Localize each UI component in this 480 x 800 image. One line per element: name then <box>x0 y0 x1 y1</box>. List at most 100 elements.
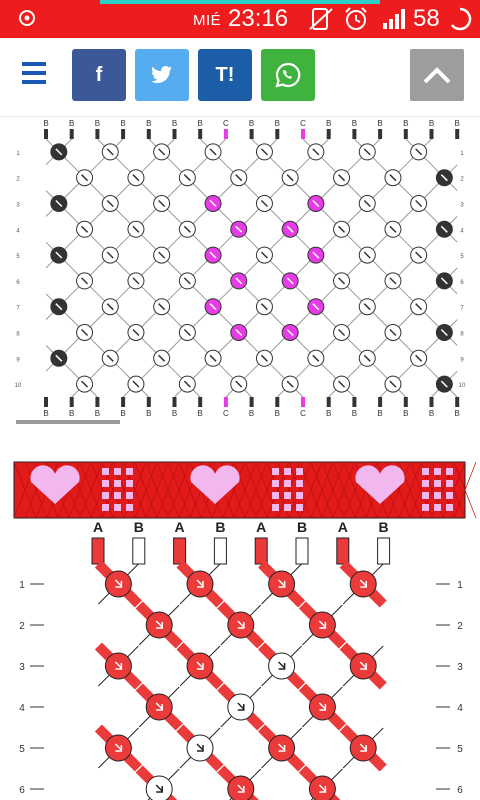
knot-arrow <box>158 354 166 362</box>
knot-arrow <box>209 251 217 259</box>
knot-arrow <box>158 251 166 259</box>
twitter-icon <box>151 66 172 84</box>
checker-dot <box>102 504 109 511</box>
twitter-share-button[interactable] <box>135 49 189 101</box>
string-label: B <box>377 119 382 128</box>
row-number: 5 <box>457 744 463 755</box>
row-number: 5 <box>16 254 20 260</box>
knot-arrow <box>55 199 63 208</box>
checker-dot <box>284 480 291 487</box>
knot-arrow <box>237 784 245 793</box>
checker-dot <box>434 480 441 487</box>
band-grid-line <box>233 461 257 519</box>
knot-arrow <box>359 743 367 752</box>
knot-arrow <box>81 225 89 233</box>
knot-arrow <box>55 148 63 156</box>
string-label: B <box>275 119 280 128</box>
checker-dot <box>272 480 279 487</box>
band-grid-line <box>310 461 334 519</box>
knot-arrow <box>286 380 294 388</box>
string-label: B <box>95 409 100 418</box>
row-number: 4 <box>19 703 25 714</box>
string-label: B <box>455 119 460 128</box>
string-label: B <box>249 409 254 418</box>
row-number: 2 <box>16 177 20 183</box>
string-label: B <box>377 409 382 418</box>
tuenti-share-button[interactable]: T! <box>198 49 252 101</box>
facebook-share-button[interactable]: f <box>72 49 126 101</box>
knot-arrow <box>114 661 123 670</box>
string-label: B <box>95 119 100 128</box>
knot-arrow <box>389 328 397 337</box>
checker-dot <box>422 492 429 499</box>
checker-dot <box>284 492 291 499</box>
string-label: B <box>69 409 74 418</box>
string-label: B <box>215 519 225 535</box>
whatsapp-share-button[interactable] <box>261 49 315 101</box>
knot-arrow <box>209 148 217 156</box>
checker-dot <box>296 504 303 511</box>
row-number: 2 <box>460 177 464 183</box>
row-number: 6 <box>460 280 464 286</box>
knot-arrow <box>158 303 166 311</box>
whatsapp-icon <box>275 62 301 88</box>
status-bar: MIÉ 23:16 58 <box>0 0 480 38</box>
string-label: B <box>134 519 144 535</box>
knot-arrow <box>440 225 448 233</box>
row-number: 1 <box>457 580 463 591</box>
knot-arrow <box>106 303 114 311</box>
checker-dot <box>422 468 429 475</box>
knot-arrow <box>106 148 114 156</box>
checker-dot <box>126 492 133 499</box>
row-number: 1 <box>16 151 20 157</box>
heart-motif <box>30 465 80 504</box>
knot-arrow <box>363 148 371 156</box>
knot-arrow <box>81 380 89 388</box>
row-number: 2 <box>457 621 463 632</box>
knot-arrow <box>158 148 166 156</box>
row-number: 6 <box>19 785 25 796</box>
knot-arrow <box>196 661 204 670</box>
checker-dot <box>296 480 303 487</box>
checker-dot <box>126 468 133 475</box>
string-label: C <box>300 119 306 128</box>
string-end <box>377 537 391 565</box>
string-label: B <box>198 119 203 128</box>
knot-arrow <box>235 174 243 182</box>
knot-arrow <box>209 354 217 362</box>
knot-arrow <box>235 225 243 233</box>
knot-arrow <box>389 174 397 182</box>
knot-arrow <box>81 328 89 337</box>
caption-line <box>16 420 120 424</box>
checker-dot <box>296 468 303 475</box>
knot-arrow <box>286 277 294 285</box>
knot-arrow <box>440 174 448 182</box>
knot-arrow <box>132 225 140 233</box>
row-number: 3 <box>457 662 463 673</box>
knot-arrow <box>183 174 191 182</box>
band-grid-line <box>90 461 114 519</box>
string-label: B <box>198 409 203 418</box>
checker-dot <box>114 468 121 475</box>
hamburger-menu-icon[interactable] <box>22 62 48 88</box>
knot-arrow <box>312 303 320 311</box>
knot-arrow <box>155 620 163 629</box>
battery-icon <box>451 7 472 31</box>
string-label: B <box>352 409 357 418</box>
string-end <box>295 537 309 565</box>
knot-arrow <box>415 303 423 311</box>
band-grid-line <box>68 461 92 519</box>
knot-arrow <box>312 251 320 259</box>
bracelet-preview <box>13 461 477 519</box>
string-label: A <box>175 519 185 535</box>
tuenti-icon: T! <box>215 63 235 86</box>
string-label: B <box>69 119 74 128</box>
knot-arrow <box>196 743 204 752</box>
knot-grid <box>45 138 458 398</box>
knot-arrow <box>158 199 166 208</box>
scroll-to-top-button[interactable] <box>410 49 464 101</box>
row-number: 9 <box>16 357 20 363</box>
checker-dot <box>114 492 121 499</box>
string-label: B <box>429 409 434 418</box>
